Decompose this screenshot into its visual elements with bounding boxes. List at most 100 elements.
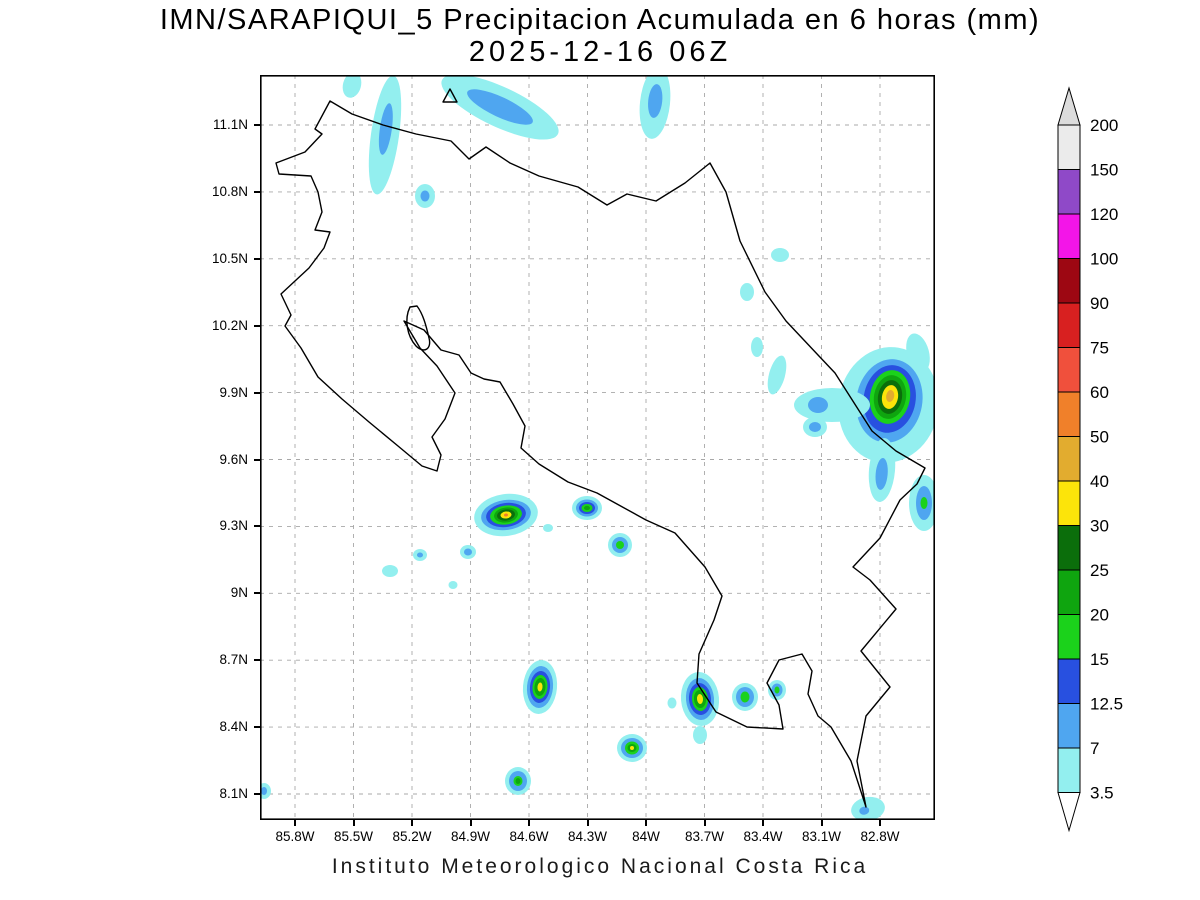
y-axis-tick-label: 11.1N (212, 117, 248, 132)
island-triangle-marker (442, 88, 458, 103)
colorbar-band-40mm (1057, 436, 1081, 482)
precip-layer-7mm (378, 103, 393, 155)
y-axis-tick (254, 324, 260, 327)
x-axis-tick (762, 820, 764, 826)
precip-layer-30mm (630, 746, 634, 750)
y-axis-tick (254, 391, 260, 394)
precip-layer-3.5mm (851, 796, 885, 820)
colorbar-label: 25 (1090, 561, 1109, 580)
precip-layer-15mm (774, 686, 780, 694)
grid-lines (260, 75, 935, 820)
precip-layer-3.5mm (382, 565, 398, 577)
precip-layer-40mm (886, 390, 895, 402)
precip-cell-se-corner-patch (851, 796, 885, 820)
y-axis-tick-label: 8.7N (219, 652, 248, 668)
x-axis-tick (411, 820, 413, 826)
precip-layer-50mm (504, 513, 508, 517)
precip-layer-15mm (740, 691, 750, 703)
colorbar-label: 3.5 (1090, 784, 1114, 803)
colorbar-band-75mm (1057, 302, 1081, 348)
x-axis-tick (352, 820, 355, 826)
colorbar-label: 60 (1090, 383, 1109, 402)
colorbar-over-arrow (1057, 86, 1081, 126)
precip-cell-south-dot-1 (693, 726, 707, 744)
y-axis-tick (254, 525, 260, 528)
precipitation-map (260, 75, 935, 820)
x-axis-tick-label: 83.1W (801, 829, 842, 844)
y-axis-tick (254, 124, 260, 126)
y-axis-tick-label: 9.9N (219, 384, 248, 400)
precip-cell-valley-se (608, 533, 632, 557)
precip-layer-3.5mm (448, 581, 458, 589)
x-axis-tick-label: 84.3W (567, 829, 608, 844)
x-axis-tick-label: 85.2W (392, 829, 432, 844)
precip-cell-south-1 (522, 660, 558, 714)
precip-layer-3.5mm (342, 75, 362, 98)
precip-layer-30mm (696, 694, 704, 704)
x-axis-tick-label: 84.9W (450, 829, 491, 844)
precip-cell-guanacaste-spot (415, 184, 435, 208)
x-axis-tick (645, 820, 647, 826)
y-axis-tick (254, 257, 260, 260)
precip-cell-north-streak (639, 75, 671, 139)
y-axis-tick (254, 726, 260, 729)
gulf-estuary-outline (406, 305, 431, 351)
precip-layer-7mm (875, 458, 888, 490)
y-axis-tick (254, 190, 260, 193)
colorbar-band-20mm (1057, 569, 1081, 615)
colorbar-label: 50 (1090, 428, 1109, 447)
credit-text: Instituto Meteorologico Nacional Costa R… (331, 855, 869, 878)
colorbar-label: 200 (1090, 116, 1118, 135)
plot-frame (260, 75, 935, 820)
y-axis-tick-label: 8.4N (219, 719, 248, 735)
precip-cell-talamanca-west-dot (803, 417, 827, 437)
colorbar-label: 90 (1090, 294, 1109, 313)
precip-cell-nicoya-dot-1 (413, 549, 427, 561)
precip-cell-talamanca-main (838, 347, 935, 463)
colorbar-band-12.5mm (1057, 658, 1081, 704)
precip-cell-nw-streak (368, 75, 402, 195)
precip-cell-valley-dot-c (543, 524, 553, 532)
costa-rica-outline-group (275, 88, 926, 808)
colorbar-band-30mm (1057, 480, 1081, 526)
precip-layer-3.5mm (906, 333, 930, 373)
x-axis-tick-label: 83.7W (684, 829, 725, 844)
precip-cell-south-5 (617, 734, 647, 762)
precip-layer-7mm (859, 806, 870, 815)
precip-cell-west-edge-dot (260, 783, 271, 799)
precip-layer-3.5mm (693, 726, 707, 744)
precip-cell-valley-east (572, 496, 602, 520)
precip-layer-7mm (464, 548, 472, 556)
colorbar-band-120mm (1057, 169, 1081, 215)
x-axis-tick-label: 84W (632, 829, 660, 844)
colorbar-band-25mm (1057, 525, 1081, 571)
y-axis-tick (254, 793, 260, 795)
colorbar-band-15mm (1057, 614, 1081, 660)
precip-layer-7mm (808, 397, 828, 413)
colorbar-label: 120 (1090, 205, 1118, 224)
precip-cell-carib-dot-2 (740, 283, 754, 301)
precip-layer-15mm (616, 541, 624, 549)
precip-cell-valley-main (474, 493, 538, 537)
colorbar-band-60mm (1057, 347, 1081, 393)
precip-cell-south-4 (768, 680, 786, 700)
precip-layer-7mm (467, 89, 533, 125)
precip-layer-30mm (537, 682, 543, 692)
precip-cell-carib-streak-4 (767, 355, 787, 395)
colorbar-band-150mm (1057, 124, 1081, 170)
x-axis-tick (586, 820, 589, 826)
precip-layer-7mm (648, 84, 663, 118)
colorbar-band-50mm (1057, 391, 1081, 437)
precip-layer-20mm (584, 505, 590, 511)
precip-cell-carib-dot-1 (771, 248, 789, 262)
precip-cell-border-band-nw (441, 75, 559, 140)
y-axis-tick-label: 9.3N (219, 518, 248, 534)
y-axis-tick (254, 659, 260, 662)
y-axis-tick-label: 9N (230, 585, 248, 601)
y-axis-tick-label: 10.2N (211, 317, 248, 333)
page-subtitle-datetime: 2025-12-16 06Z (468, 36, 732, 68)
x-axis-tick (879, 820, 881, 826)
precip-layer-3.5mm (667, 697, 677, 709)
precip-layer-7mm (261, 787, 267, 795)
x-axis-tick (820, 820, 823, 826)
